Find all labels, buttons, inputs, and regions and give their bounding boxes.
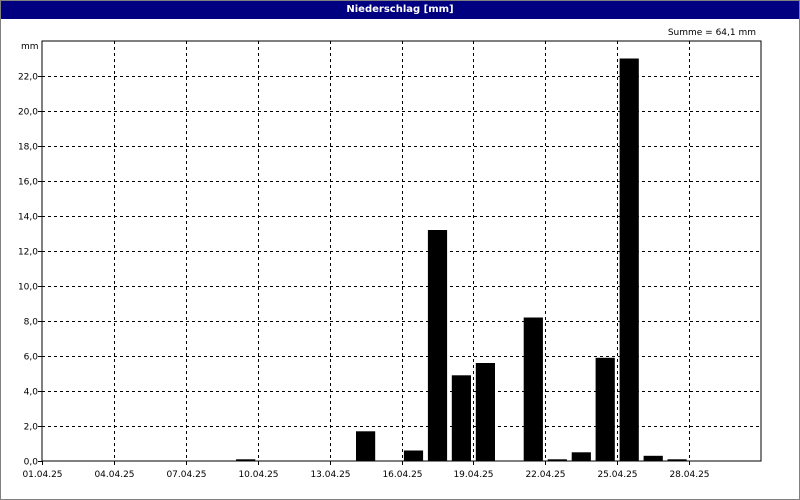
bars	[236, 58, 687, 462]
x-tick-label: 19.04.25	[453, 470, 493, 480]
y-tick-label: 14,0	[18, 213, 38, 223]
plot-area	[41, 40, 762, 462]
x-tick-label: 10.04.25	[238, 470, 278, 480]
y-tick-label: 8,0	[24, 318, 39, 328]
bar	[236, 459, 256, 462]
bar	[595, 357, 615, 462]
y-axis-label: mm	[21, 42, 39, 52]
x-tick-label: 04.04.25	[94, 470, 134, 480]
axes	[38, 40, 762, 465]
bar	[667, 459, 687, 462]
y-tick-label: 22,0	[18, 73, 38, 83]
bar	[356, 431, 376, 462]
y-tick-label: 16,0	[18, 178, 38, 188]
y-tick-label: 10,0	[18, 283, 38, 293]
bar	[571, 452, 591, 462]
bar	[547, 459, 567, 462]
bar	[475, 363, 495, 461]
chart-title: Niederschlag [mm]	[1, 1, 799, 19]
x-tick-label: 01.04.25	[22, 470, 62, 480]
x-tick-label: 13.04.25	[310, 470, 350, 480]
bar	[643, 455, 663, 462]
x-tick-label: 07.04.25	[166, 470, 206, 480]
bar	[619, 58, 639, 461]
x-tick-label: 16.04.25	[382, 470, 422, 480]
x-tick-label: 25.04.25	[597, 470, 637, 480]
grid-lines	[42, 41, 761, 461]
y-tick-label: 20,0	[18, 108, 38, 118]
x-tick-label: 28.04.25	[669, 470, 709, 480]
y-tick-label: 12,0	[18, 248, 38, 258]
y-tick-label: 4,0	[24, 388, 39, 398]
y-tick-label: 0,0	[24, 458, 39, 468]
sum-annotation: Summe = 64,1 mm	[668, 28, 756, 38]
bar	[427, 230, 448, 461]
bar	[403, 450, 424, 461]
bar	[523, 317, 543, 461]
tick-labels: 0,0 2,0 4,0 6,0 8,0 10,0 12,0 14,0 16,0 18,0 20,0 2…	[18, 73, 710, 481]
bar	[451, 375, 471, 462]
y-tick-label: 18,0	[18, 143, 38, 153]
y-tick-label: 6,0	[24, 353, 39, 363]
y-tick-label: 2,0	[24, 423, 39, 433]
x-tick-label: 22.04.25	[525, 470, 565, 480]
